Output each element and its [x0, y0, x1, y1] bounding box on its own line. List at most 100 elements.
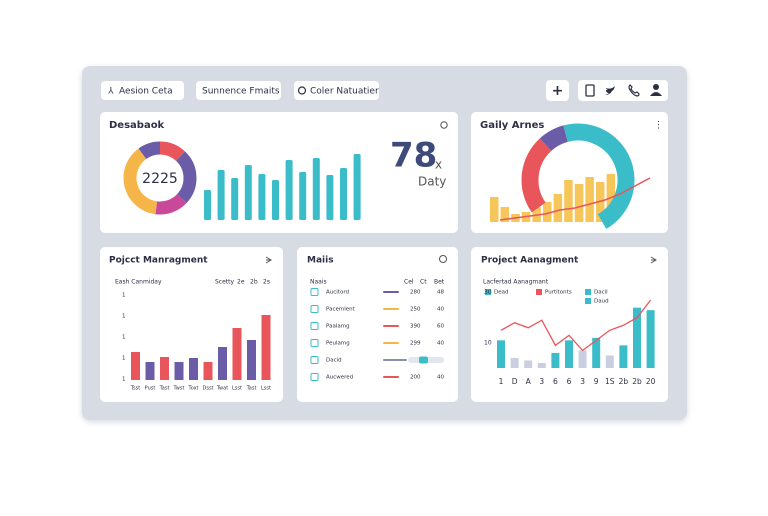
- row-value: 200: [410, 375, 421, 381]
- button-label[interactable]: Aesion Ceta: [119, 87, 173, 97]
- x-tick-label: Dsst: [202, 386, 213, 392]
- ring-segment: [138, 141, 161, 160]
- row-value: 250: [410, 307, 421, 313]
- bird-icon[interactable]: [605, 86, 615, 95]
- ring-segment: [563, 123, 635, 229]
- card-icon[interactable]: [440, 121, 448, 129]
- big-value: 78: [390, 136, 437, 176]
- row-value: 60: [437, 324, 444, 330]
- bar: [619, 345, 628, 368]
- x-tick-label: 20: [646, 377, 656, 386]
- caption: Daty: [418, 175, 446, 189]
- x-tick-label: D: [512, 377, 518, 386]
- trend-line: [500, 299, 652, 352]
- bar: [353, 154, 361, 220]
- row-value: 299: [410, 341, 421, 347]
- button-label[interactable]: Sunnence Fmaits: [202, 87, 280, 97]
- x-tick-label: Lsst: [232, 386, 242, 392]
- bar: [231, 178, 239, 220]
- card-title: Pojcct Manragment: [109, 256, 208, 266]
- row-label: Aucitord: [326, 290, 349, 296]
- card-menu[interactable]: ⋮: [654, 121, 663, 131]
- bar: [543, 202, 552, 222]
- y-axis-label: 1: [122, 335, 126, 341]
- toolbar-button[interactable]: [196, 81, 281, 100]
- card-title: Desabaok: [109, 120, 165, 131]
- card-title: Gaily Arnes: [480, 120, 544, 131]
- bar: [258, 174, 266, 220]
- y-axis-label: 1: [122, 356, 126, 362]
- bar: [299, 172, 307, 220]
- x-tick-label: 1S: [605, 377, 615, 386]
- ring-segment: [539, 125, 569, 152]
- row-label: Dacid: [326, 358, 342, 364]
- y-tick-label: 10: [484, 339, 492, 346]
- x-tick-label: Pust: [145, 386, 156, 392]
- bar: [551, 352, 560, 368]
- bar: [490, 197, 499, 222]
- bar: [244, 165, 252, 220]
- bar: [537, 362, 546, 368]
- row-label: Peulamg: [326, 341, 350, 347]
- card-icon[interactable]: [650, 256, 657, 264]
- x-tick-label: Twst: [173, 386, 185, 392]
- row-icon: [310, 305, 319, 313]
- bar: [592, 337, 601, 368]
- ring-segment: [175, 151, 197, 203]
- card-icon[interactable]: [265, 256, 272, 264]
- card-icon[interactable]: [439, 255, 447, 263]
- row-value: 48: [437, 290, 444, 296]
- phone-icon[interactable]: [628, 84, 640, 97]
- subtitle: Lacfertad Aanagmant: [483, 279, 549, 286]
- doc-icon[interactable]: [585, 84, 595, 97]
- bar: [218, 347, 227, 380]
- bar: [524, 360, 533, 368]
- ring-segment: [155, 193, 187, 215]
- bar: [553, 194, 563, 222]
- toolbar-button[interactable]: [101, 81, 184, 100]
- slider-thumb: [419, 356, 428, 364]
- x-tick-label: 6: [553, 377, 558, 386]
- row-value: 280: [410, 290, 421, 296]
- bar: [232, 328, 242, 380]
- legend-label: Dacil: [594, 290, 608, 296]
- ring-segment: [159, 141, 185, 162]
- x-tick-label: 9: [594, 377, 599, 386]
- bar: [340, 168, 347, 220]
- add-button[interactable]: [546, 80, 569, 101]
- icon: [297, 86, 307, 95]
- donut-label: 2225: [142, 171, 178, 187]
- row-icon: [310, 356, 319, 364]
- user-icon[interactable]: [650, 92, 662, 96]
- bar: [189, 358, 198, 380]
- x-tick-label: Twat: [216, 386, 228, 392]
- header: 2b: [250, 279, 258, 286]
- bar: [578, 350, 587, 368]
- x-tick-label: 1: [499, 377, 504, 386]
- subtitle: Eash Canmiday: [115, 279, 162, 286]
- legend-label: Dead: [494, 290, 508, 296]
- x-tick-label: 3: [539, 377, 544, 386]
- bar: [247, 340, 256, 380]
- row-label: Paalamg: [326, 324, 350, 330]
- big-suffix: x: [435, 158, 442, 172]
- bar: [160, 357, 169, 380]
- header: Cel: [404, 279, 414, 286]
- user-icon[interactable]: [653, 84, 659, 90]
- toolbar-button[interactable]: [294, 81, 379, 100]
- y-tick-label: 30: [484, 289, 492, 296]
- add-label[interactable]: +: [552, 83, 564, 99]
- bar: [585, 177, 594, 222]
- header: Scetty: [215, 279, 235, 286]
- row-value: 40: [437, 307, 444, 313]
- row-icon: [310, 322, 319, 330]
- row-value: 40: [437, 341, 444, 347]
- card: [100, 112, 458, 233]
- row-label: Aucwered: [326, 375, 353, 381]
- ring-segment: [123, 148, 158, 215]
- x-tick-label: 2b: [619, 377, 629, 386]
- bar: [564, 180, 573, 222]
- row-icon: [310, 288, 319, 296]
- button-label[interactable]: Coler Natuatier: [310, 87, 379, 97]
